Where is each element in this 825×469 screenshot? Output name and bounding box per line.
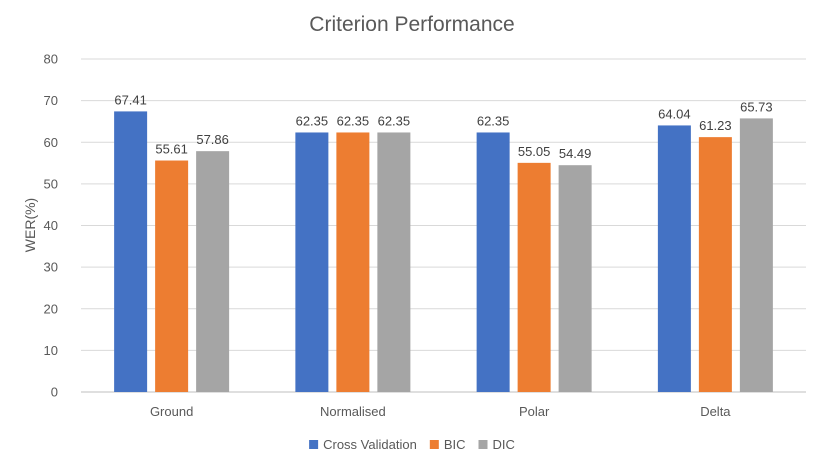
bar xyxy=(558,165,592,392)
bar xyxy=(517,162,551,392)
legend-label: DIC xyxy=(492,437,514,452)
data-label: 67.41 xyxy=(114,92,147,107)
bar xyxy=(295,132,329,392)
y-tick-label: 80 xyxy=(44,52,58,67)
y-tick-label: 60 xyxy=(44,135,58,150)
data-label: 62.35 xyxy=(378,113,411,128)
bar xyxy=(698,137,732,392)
bar xyxy=(476,132,510,392)
data-label: 65.73 xyxy=(740,99,773,114)
data-label: 54.49 xyxy=(559,146,592,161)
bar xyxy=(739,118,773,393)
data-label: 61.23 xyxy=(699,118,732,133)
bar xyxy=(336,132,370,392)
data-label: 62.35 xyxy=(296,113,329,128)
legend-swatch xyxy=(309,440,319,449)
x-axis-ticks: Ground Normalised Polar Delta xyxy=(150,404,731,419)
y-tick-label: 0 xyxy=(51,385,58,400)
y-tick-label: 70 xyxy=(44,93,58,108)
legend: Cross Validation BIC DIC xyxy=(309,437,515,452)
y-tick-label: 30 xyxy=(44,260,58,275)
data-label: 55.05 xyxy=(518,144,551,159)
bars xyxy=(114,111,773,393)
data-label: 57.86 xyxy=(196,132,229,147)
x-tick-label: Polar xyxy=(519,404,550,419)
bar xyxy=(657,125,691,392)
data-label: 62.35 xyxy=(337,113,370,128)
gridlines xyxy=(81,58,806,393)
y-tick-label: 10 xyxy=(44,343,58,358)
x-tick-label: Delta xyxy=(700,404,731,419)
bar xyxy=(155,160,189,392)
bar xyxy=(196,151,230,392)
legend-swatch xyxy=(478,440,488,449)
chart-title: Criterion Performance xyxy=(309,13,514,36)
data-label: 62.35 xyxy=(477,113,510,128)
x-tick-label: Normalised xyxy=(320,404,386,419)
bar xyxy=(114,111,148,392)
legend-label: Cross Validation xyxy=(323,437,417,452)
x-tick-label: Ground xyxy=(150,404,193,419)
legend-swatch xyxy=(429,440,439,449)
y-tick-label: 50 xyxy=(44,176,58,191)
y-tick-label: 40 xyxy=(44,218,58,233)
y-axis-ticks: 0 10 20 30 40 50 60 70 80 xyxy=(44,52,58,400)
data-label: 64.04 xyxy=(658,106,691,121)
data-label: 55.61 xyxy=(155,142,188,157)
y-tick-label: 20 xyxy=(44,301,58,316)
bar xyxy=(377,132,411,392)
legend-label: BIC xyxy=(444,437,466,452)
data-labels: 67.41 55.61 57.86 62.35 62.35 62.35 62.35 55.05… xyxy=(114,92,772,161)
y-axis-label: WER(%) xyxy=(22,198,38,252)
